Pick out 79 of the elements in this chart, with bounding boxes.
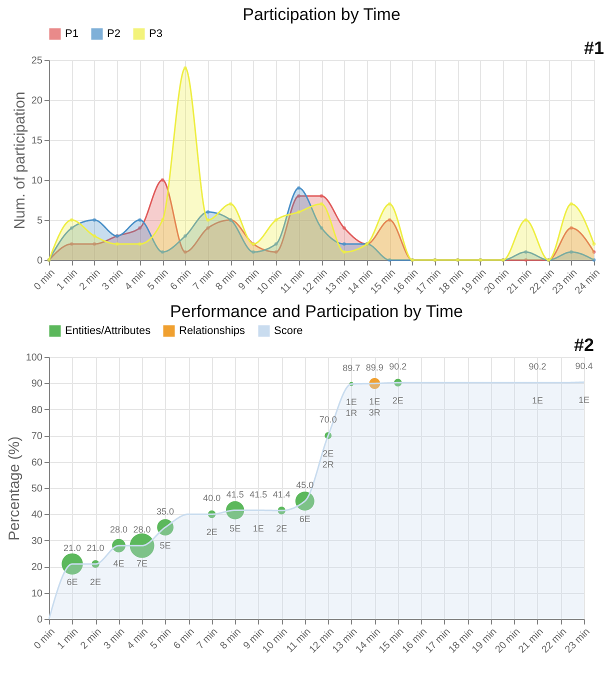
x-tick-label: 2 min bbox=[78, 268, 103, 293]
x-tick-label: 0 min bbox=[32, 626, 58, 652]
chart-title: Performance and Participation by Time bbox=[170, 302, 463, 321]
legend-label: P3 bbox=[149, 28, 162, 40]
annotation: 4E bbox=[113, 558, 124, 569]
annotation: 2E 2R bbox=[322, 448, 334, 470]
x-tick-label: 8 min bbox=[218, 626, 244, 652]
data-label: 21.0 bbox=[86, 542, 104, 553]
x-tick-label: 2 min bbox=[78, 626, 104, 652]
y-axis-title: Num. of participation bbox=[11, 92, 28, 230]
data-label: 89.9 bbox=[366, 362, 384, 372]
data-label: 90.2 bbox=[389, 362, 407, 372]
data-label: 28.0 bbox=[110, 524, 128, 535]
y-tick-label: 25 bbox=[31, 56, 43, 66]
data-label: 89.7 bbox=[342, 362, 360, 373]
x-tick-label: 7 min bbox=[195, 626, 220, 652]
annotation: 1E bbox=[252, 523, 264, 534]
annotation: 7E bbox=[136, 558, 148, 569]
y-tick-label: 40 bbox=[31, 510, 43, 521]
data-label: 35.0 bbox=[156, 506, 174, 516]
annotation: 5E bbox=[230, 523, 241, 534]
x-tick-label: 0 min bbox=[32, 268, 58, 293]
x-tick-label: 5 min bbox=[148, 626, 174, 652]
y-tick-label: 20 bbox=[31, 562, 43, 574]
y-tick-label: 5 bbox=[36, 216, 43, 226]
annotation: 2E bbox=[392, 396, 404, 406]
x-tick-label: 4 min bbox=[123, 268, 148, 293]
y-tick-label: 30 bbox=[31, 536, 43, 547]
y-tick-label: 90 bbox=[31, 378, 43, 390]
legend-label: Score bbox=[274, 325, 303, 337]
x-tick-label: 8 min bbox=[214, 268, 239, 293]
legend-label: P2 bbox=[107, 28, 120, 40]
y-tick-label: 70 bbox=[31, 431, 43, 442]
annotation: 1E 1R bbox=[346, 396, 358, 418]
data-label: 28.0 bbox=[133, 524, 151, 535]
y-tick-label: 50 bbox=[31, 484, 43, 494]
text: #2 bbox=[574, 335, 594, 355]
annotation: 2E bbox=[276, 524, 288, 534]
y-tick-label: 0 bbox=[36, 256, 43, 266]
data-label: 41.4 bbox=[272, 490, 290, 500]
x-tick-label: 7 min bbox=[191, 268, 216, 293]
y-tick-label: 20 bbox=[31, 96, 43, 106]
x-tick-label: 6 min bbox=[172, 626, 197, 652]
y-tick-label: 10 bbox=[31, 588, 43, 600]
x-tick-label: 3 min bbox=[100, 268, 126, 293]
y-tick-label: 100 bbox=[26, 352, 43, 364]
data-label: 41.5 bbox=[250, 489, 268, 500]
x-tick-label: 3 min bbox=[102, 626, 128, 652]
y-tick-label: 60 bbox=[31, 457, 43, 468]
annotation: 1E bbox=[532, 396, 543, 406]
y-tick-label: 10 bbox=[31, 176, 43, 186]
x-tick-label: 1 min bbox=[55, 626, 81, 652]
annotation: 6E bbox=[66, 576, 78, 587]
data-label: 45.0 bbox=[296, 480, 314, 490]
legend-label: P1 bbox=[65, 28, 78, 40]
x-tick-label: 1 min bbox=[54, 268, 80, 293]
annotation: 1E bbox=[578, 395, 590, 406]
legend-label: Entities/Attributes bbox=[65, 325, 152, 337]
x-tick-label: 6 min bbox=[168, 268, 194, 293]
y-tick-label: 15 bbox=[31, 136, 43, 146]
text: #1 bbox=[584, 38, 604, 58]
data-label: 41.5 bbox=[226, 489, 244, 500]
data-label: 90.2 bbox=[528, 362, 546, 372]
y-axis-title: Percentage (%) bbox=[6, 436, 23, 541]
y-tick-label: 80 bbox=[31, 404, 43, 416]
data-label: 40.0 bbox=[203, 493, 221, 504]
annotation: 6E bbox=[299, 514, 310, 524]
legend-label: Relationships bbox=[179, 325, 246, 337]
annotation: 1E 3R bbox=[368, 396, 381, 418]
x-tick-label: 4 min bbox=[125, 626, 150, 652]
annotation: 5E bbox=[160, 540, 171, 550]
data-label: 70.0 bbox=[319, 414, 337, 425]
x-tick-label: 5 min bbox=[146, 268, 171, 293]
annotation: 2E bbox=[90, 576, 102, 587]
data-label: 90.4 bbox=[575, 361, 593, 372]
data-label: 21.0 bbox=[63, 542, 82, 553]
chart-title: Participation by Time bbox=[242, 5, 400, 24]
annotation: 2E bbox=[206, 527, 218, 538]
y-tick-label: 0 bbox=[36, 614, 43, 626]
